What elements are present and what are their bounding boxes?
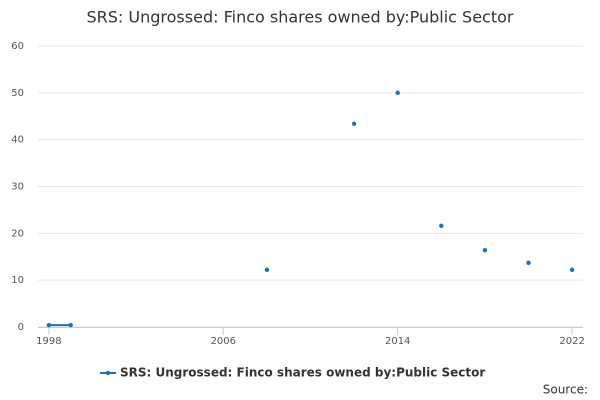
point <box>68 322 73 328</box>
legend-label: SRS: Ungrossed: Finco shares owned by:Pu… <box>120 366 485 380</box>
y-tick-label: 60 <box>11 41 24 52</box>
point <box>264 267 270 273</box>
legend-marker <box>105 370 111 376</box>
y-tick-label: 40 <box>11 135 24 146</box>
y-tick-label: 0 <box>18 322 24 333</box>
y-tick-label: 30 <box>11 182 24 193</box>
point <box>526 260 531 266</box>
y-tick-label: 10 <box>11 275 24 286</box>
point <box>439 223 444 229</box>
point <box>395 90 400 96</box>
point <box>482 247 488 253</box>
source: Source: <box>543 383 588 397</box>
point <box>569 267 575 273</box>
point <box>46 322 52 328</box>
y-tick-label: 50 <box>11 88 24 99</box>
chart-title: SRS: Ungrossed: Finco shares owned by:Pu… <box>87 8 514 27</box>
x-tick-label: 2022 <box>559 336 584 347</box>
x-tick-label: 2014 <box>385 336 410 347</box>
point <box>351 121 357 126</box>
x-tick-label: 1998 <box>36 336 61 347</box>
y-tick-label: 20 <box>11 228 24 239</box>
x-tick-label: 2006 <box>211 336 236 347</box>
